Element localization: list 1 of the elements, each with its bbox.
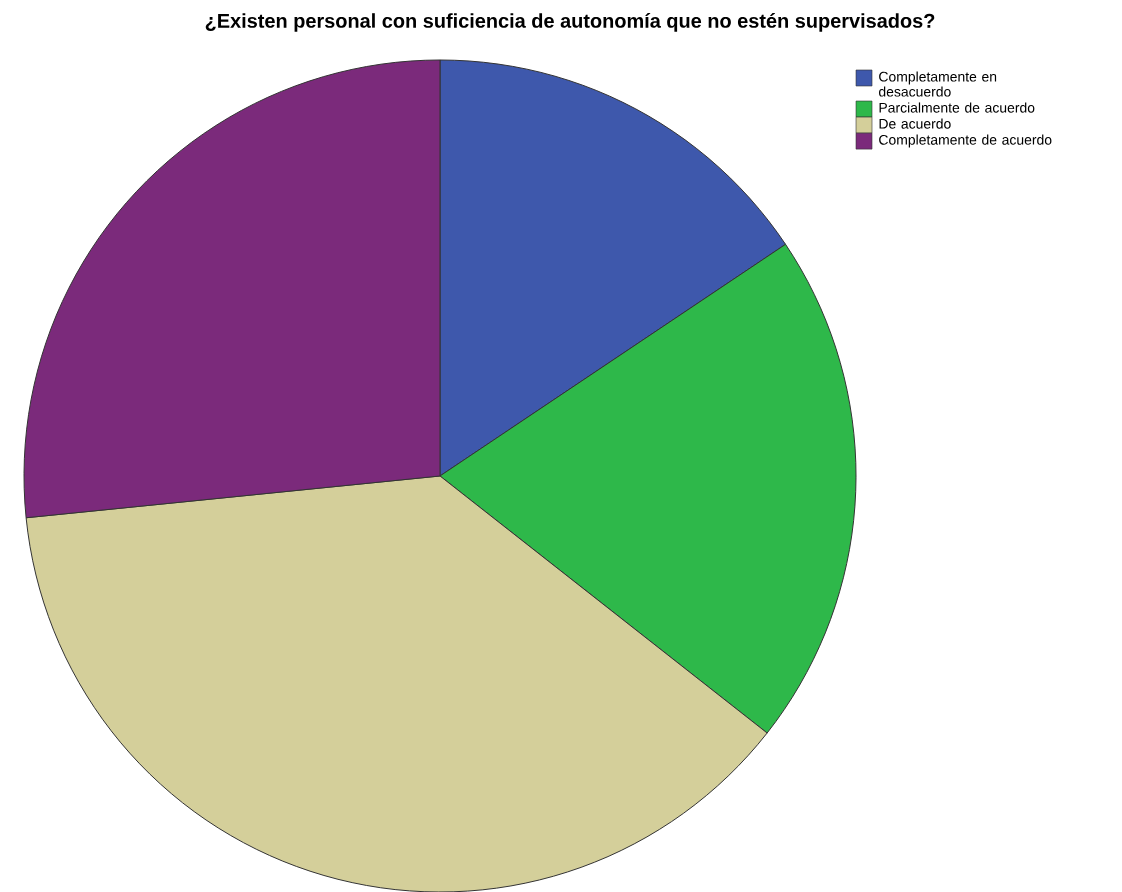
chart-title: ¿Existen personal con suficiencia de autonomía que no estén supervisados? xyxy=(205,13,935,32)
